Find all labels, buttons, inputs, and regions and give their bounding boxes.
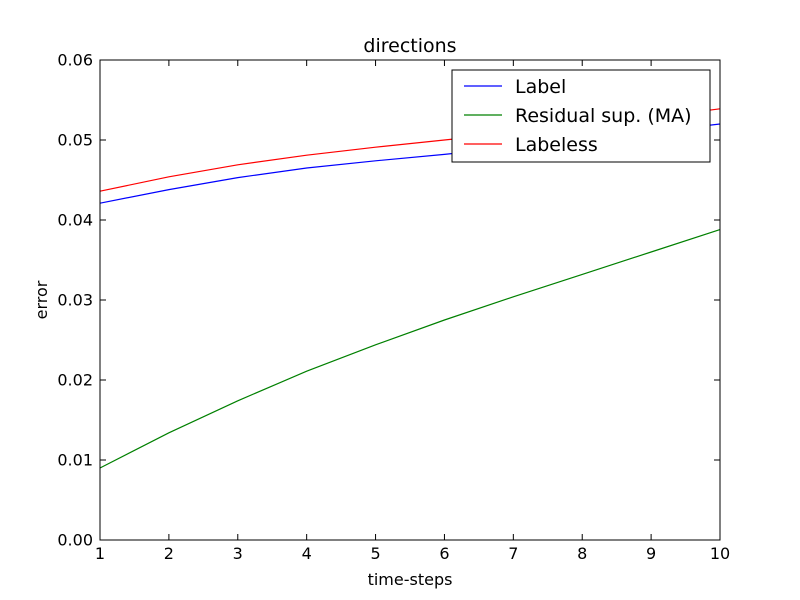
x-tick-label: 5 [370, 544, 380, 563]
x-tick-label: 4 [302, 544, 312, 563]
legend-entries: Label Residual sup. (MA) Labeless [464, 76, 692, 156]
y-tick-label: 0.02 [57, 371, 93, 390]
x-tick-label: 1 [95, 544, 105, 563]
legend-label-2: Labeless [515, 134, 598, 156]
series-line-1 [99, 229, 721, 469]
legend: Label Residual sup. (MA) Labeless [451, 69, 711, 163]
y-tick-label: 0.03 [57, 291, 93, 310]
y-tick-label: 0.01 [57, 451, 93, 470]
x-tick-label: 7 [508, 544, 518, 563]
x-axis-label: time-steps [368, 570, 453, 589]
x-tick-label: 9 [646, 544, 656, 563]
x-tick-label: 8 [577, 544, 587, 563]
x-axis: 1 2 3 4 5 6 7 8 9 10 [95, 60, 730, 563]
x-tick-label: 2 [164, 544, 174, 563]
x-tick-label: 10 [710, 544, 730, 563]
y-axis-label: error [32, 280, 51, 319]
y-tick-label: 0.05 [57, 131, 93, 150]
legend-label-0: Label [515, 76, 566, 98]
x-tick-label: 6 [439, 544, 449, 563]
legend-box [451, 69, 711, 163]
y-tick-label: 0.04 [57, 211, 93, 230]
legend-label-1: Residual sup. (MA) [515, 105, 692, 127]
y-tick-label: 0.06 [57, 51, 93, 70]
y-axis: 0.00 0.01 0.02 0.03 0.04 0.05 0.06 [57, 51, 720, 550]
x-tick-label: 3 [233, 544, 243, 563]
y-tick-label: 0.00 [57, 531, 93, 550]
chart-title: directions [363, 35, 456, 57]
